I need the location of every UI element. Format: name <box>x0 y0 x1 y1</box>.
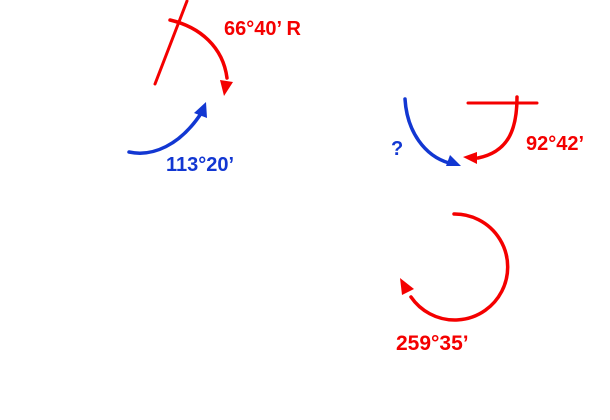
right-figure <box>400 95 539 322</box>
unknown-angle-arc <box>403 97 451 165</box>
unknown-angle-arc-arrowhead-icon <box>446 155 461 166</box>
angle-92-42-label: 92°42’ <box>526 133 585 155</box>
angle-arc-92-42 <box>476 95 519 160</box>
left-figure <box>127 0 233 155</box>
clockwise-arc-arrowhead-icon <box>194 102 207 118</box>
deflection-angle-label: 66°40’ R <box>224 18 301 40</box>
reflex-angle-arc-arrowhead-icon <box>400 278 414 295</box>
angle-arc-92-42-arrowhead-icon <box>463 152 477 164</box>
reflex-angle-arc <box>409 212 510 322</box>
clockwise-angle-arc <box>127 110 204 155</box>
deflection-angle-arc <box>168 18 229 80</box>
back-tangent-line <box>153 0 189 86</box>
clockwise-angle-label: 113°20’ <box>166 154 235 176</box>
unknown-angle-label: ? <box>391 138 404 160</box>
reflex-angle-label: 259°35’ <box>396 332 469 355</box>
deflection-arc-arrowhead-icon <box>220 80 233 96</box>
